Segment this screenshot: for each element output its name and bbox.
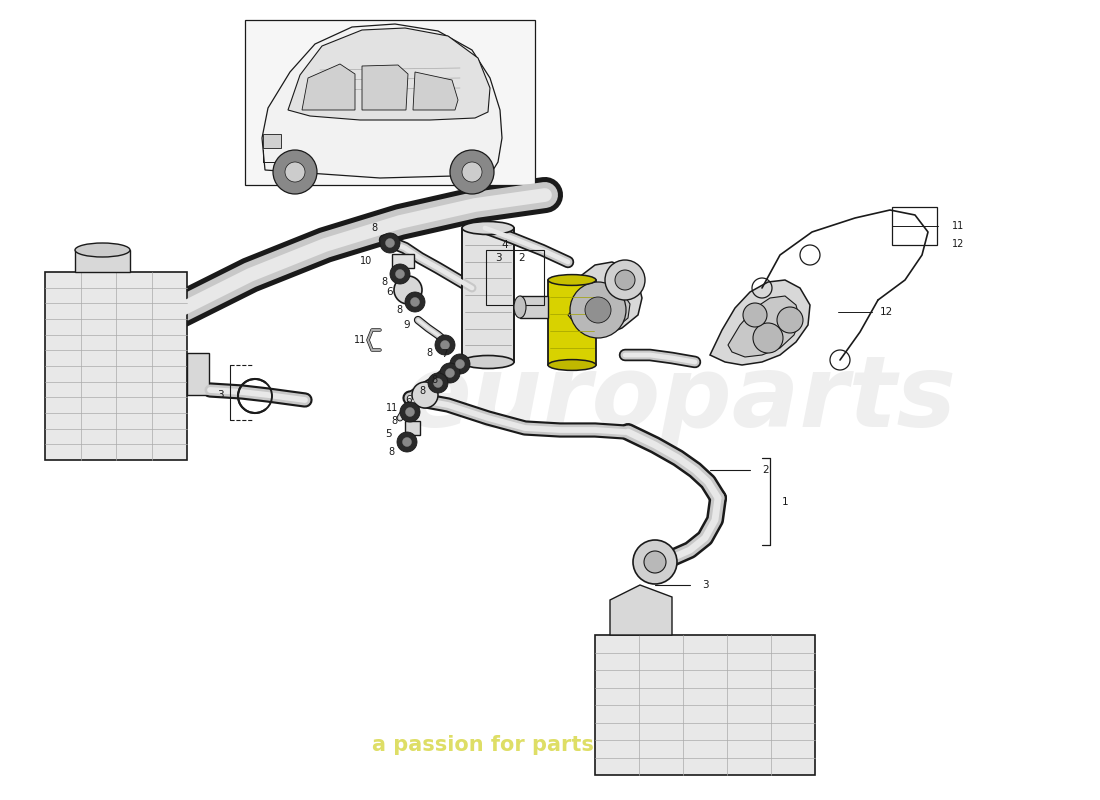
Circle shape: [615, 270, 635, 290]
Text: 10: 10: [360, 256, 372, 266]
Circle shape: [403, 438, 411, 446]
Bar: [462, 228, 514, 362]
Circle shape: [450, 354, 470, 374]
Text: 3: 3: [495, 253, 502, 263]
Circle shape: [379, 233, 400, 253]
Ellipse shape: [462, 355, 514, 369]
Bar: [392, 254, 414, 268]
Polygon shape: [710, 280, 810, 365]
Circle shape: [644, 551, 666, 573]
Circle shape: [412, 382, 438, 408]
Bar: [520, 296, 548, 318]
Circle shape: [446, 369, 454, 378]
Text: 6: 6: [406, 395, 412, 405]
Circle shape: [632, 540, 676, 584]
Circle shape: [450, 150, 494, 194]
Text: 8: 8: [419, 386, 425, 396]
Polygon shape: [262, 24, 502, 178]
Ellipse shape: [548, 360, 596, 370]
Circle shape: [754, 323, 783, 353]
Circle shape: [406, 407, 415, 417]
Bar: [892, 207, 937, 245]
Circle shape: [400, 402, 420, 422]
Text: 8: 8: [371, 223, 377, 233]
Circle shape: [742, 303, 767, 327]
Polygon shape: [568, 288, 630, 332]
Circle shape: [385, 238, 395, 247]
Bar: [45, 272, 187, 460]
Circle shape: [440, 341, 450, 350]
Text: a passion for parts since 1985: a passion for parts since 1985: [372, 735, 728, 755]
Text: 9: 9: [404, 320, 410, 330]
Text: 3: 3: [217, 390, 223, 400]
Text: 5: 5: [386, 429, 393, 439]
Circle shape: [777, 307, 803, 333]
Text: 2: 2: [762, 465, 769, 475]
Circle shape: [434, 335, 455, 355]
Circle shape: [397, 432, 417, 452]
Circle shape: [394, 276, 422, 304]
Circle shape: [605, 260, 645, 300]
Circle shape: [440, 363, 460, 383]
Text: 3: 3: [702, 580, 708, 590]
Polygon shape: [610, 585, 672, 635]
Text: 8: 8: [381, 277, 387, 287]
Circle shape: [585, 297, 611, 323]
Circle shape: [433, 378, 442, 387]
Circle shape: [390, 264, 410, 284]
Text: 12: 12: [880, 307, 893, 317]
Circle shape: [273, 150, 317, 194]
Text: 2: 2: [519, 253, 526, 263]
Text: 11: 11: [386, 403, 398, 413]
Polygon shape: [544, 262, 642, 335]
Ellipse shape: [75, 243, 130, 257]
Bar: [486, 250, 544, 305]
Circle shape: [428, 373, 448, 393]
Ellipse shape: [462, 222, 514, 234]
Bar: [263, 134, 280, 148]
Circle shape: [396, 270, 405, 278]
Text: 8: 8: [396, 305, 403, 315]
Bar: [75, 250, 130, 272]
Text: 8: 8: [388, 447, 394, 457]
Bar: [548, 280, 596, 365]
Circle shape: [455, 359, 464, 369]
Ellipse shape: [514, 296, 526, 318]
Text: 6: 6: [387, 287, 394, 297]
Circle shape: [410, 298, 419, 306]
Circle shape: [570, 282, 626, 338]
Circle shape: [462, 162, 482, 182]
Text: europarts: europarts: [404, 351, 957, 449]
Text: 12: 12: [952, 239, 965, 249]
Bar: [405, 421, 420, 435]
Bar: [245, 20, 535, 185]
Text: 8: 8: [431, 375, 437, 385]
Text: 7: 7: [441, 349, 448, 359]
Text: 8: 8: [426, 348, 432, 358]
Circle shape: [285, 162, 305, 182]
Polygon shape: [288, 28, 490, 120]
Text: 8: 8: [390, 416, 397, 426]
Polygon shape: [412, 72, 458, 110]
Bar: [187, 353, 209, 395]
Polygon shape: [728, 296, 800, 357]
Text: 11: 11: [952, 221, 965, 231]
Text: 4: 4: [502, 240, 508, 250]
Text: 11: 11: [354, 335, 366, 345]
Polygon shape: [302, 64, 355, 110]
Ellipse shape: [548, 274, 596, 286]
Polygon shape: [362, 65, 408, 110]
Circle shape: [405, 292, 425, 312]
Text: 1: 1: [782, 497, 789, 507]
Bar: [595, 635, 815, 775]
